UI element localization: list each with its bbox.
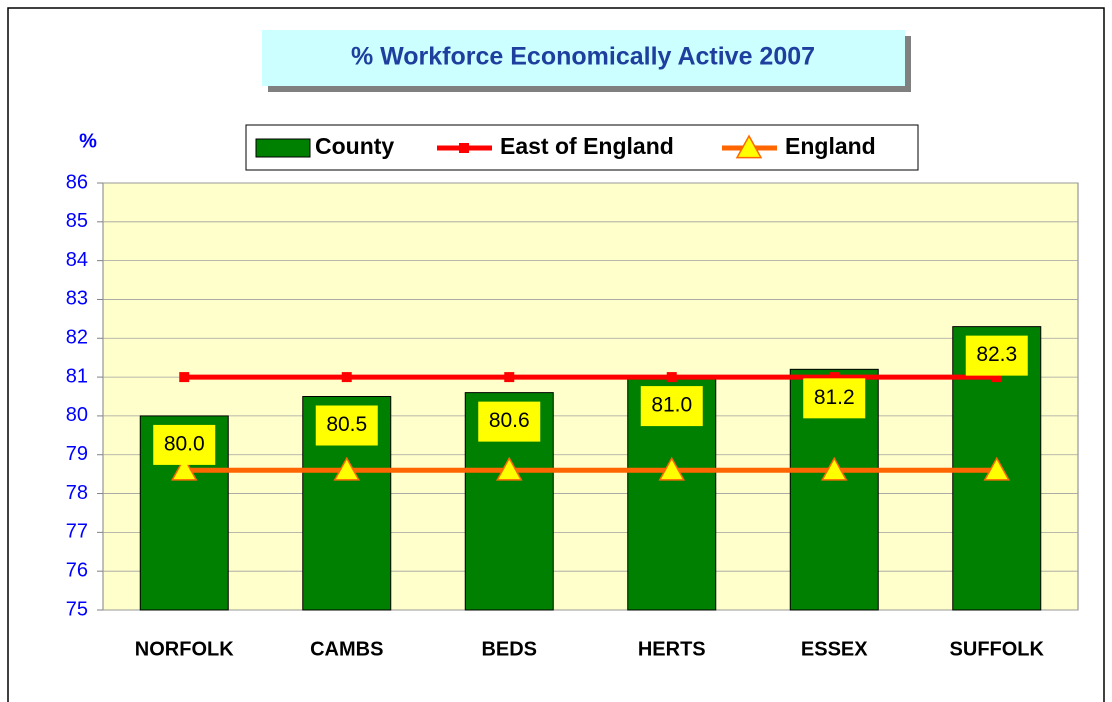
value-label: 80.0 xyxy=(164,432,205,455)
legend-box xyxy=(245,124,919,171)
title-box xyxy=(262,30,905,86)
x-tick-label: BEDS xyxy=(481,638,537,660)
marker xyxy=(179,372,190,383)
marker xyxy=(170,456,198,481)
legend-label: County xyxy=(315,133,394,159)
plot-area xyxy=(102,182,1079,611)
y-tick-label: 85 xyxy=(66,210,88,232)
y-tick-label: 78 xyxy=(66,482,88,504)
value-label: 81.0 xyxy=(651,394,692,417)
marker xyxy=(333,456,361,481)
y-tick-label: 80 xyxy=(66,404,88,426)
marker xyxy=(820,456,848,481)
value-label: 80.5 xyxy=(326,413,367,436)
value-label: 81.2 xyxy=(814,386,855,409)
y-tick-label: 82 xyxy=(66,327,88,349)
y-tick-label: 76 xyxy=(66,559,88,581)
x-tick-label: HERTS xyxy=(638,638,706,660)
value-label: 82.3 xyxy=(976,343,1017,366)
legend-label: East of England xyxy=(500,133,674,159)
marker xyxy=(658,456,686,481)
chart-title: % Workforce Economically Active 2007 xyxy=(351,43,815,71)
value-label: 80.6 xyxy=(489,409,530,432)
y-tick-label: 77 xyxy=(66,521,88,543)
y-tick-label: 83 xyxy=(66,288,88,310)
y-tick-label: 79 xyxy=(66,443,88,465)
value-label-box xyxy=(153,424,216,465)
marker xyxy=(495,456,523,481)
marker xyxy=(666,372,677,383)
y-axis-label: % xyxy=(79,130,97,152)
x-tick-label: ESSEX xyxy=(801,638,868,660)
marker xyxy=(341,372,352,383)
marker xyxy=(504,372,515,383)
x-tick-label: CAMBS xyxy=(310,638,383,660)
legend-marker xyxy=(735,134,763,159)
y-tick-label: 86 xyxy=(66,171,88,193)
legend-marker xyxy=(459,143,469,153)
y-tick-label: 81 xyxy=(66,365,88,387)
x-tick-label: SUFFOLK xyxy=(950,638,1045,660)
y-tick-label: 75 xyxy=(66,598,88,620)
marker xyxy=(829,372,840,383)
value-label-box xyxy=(965,335,1028,376)
y-tick-label: 84 xyxy=(66,249,88,271)
value-label-box xyxy=(315,405,378,446)
marker xyxy=(983,456,1011,481)
x-tick-label: NORFOLK xyxy=(135,638,234,660)
value-label-box xyxy=(803,378,866,419)
marker xyxy=(991,372,1002,383)
legend-label: England xyxy=(785,133,876,159)
legend-swatch xyxy=(255,138,311,158)
value-label-box xyxy=(478,401,541,442)
value-label-box xyxy=(640,386,703,427)
